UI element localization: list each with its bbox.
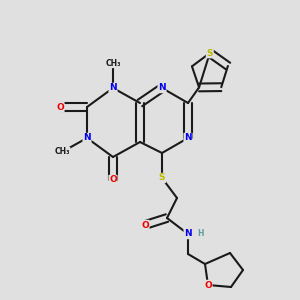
Text: N: N (158, 83, 166, 92)
Text: N: N (184, 134, 192, 142)
Text: O: O (141, 220, 149, 230)
Text: S: S (206, 49, 213, 58)
Text: O: O (109, 176, 117, 184)
Text: N: N (83, 134, 91, 142)
Text: CH₃: CH₃ (105, 58, 121, 68)
Text: CH₃: CH₃ (54, 148, 70, 157)
Text: N: N (184, 230, 192, 238)
Text: S: S (159, 173, 165, 182)
Text: O: O (56, 103, 64, 112)
Text: H: H (197, 230, 204, 238)
Text: N: N (109, 83, 117, 92)
Text: O: O (204, 280, 212, 290)
